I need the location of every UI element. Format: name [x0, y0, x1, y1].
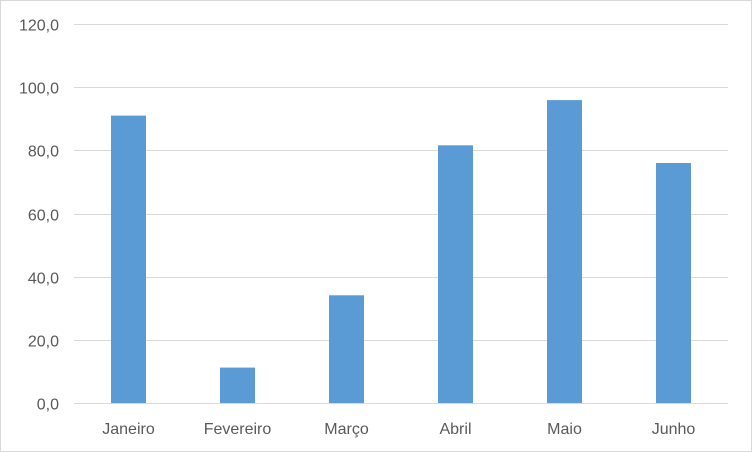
y-axis-tick-labels: 0,0 20,0 40,0 60,0 80,0 100,0 120,0: [19, 18, 59, 414]
x-tick-label: Março: [324, 421, 369, 438]
bar-junho: [656, 163, 691, 403]
bar-março: [329, 295, 364, 403]
x-tick-label: Junho: [652, 421, 696, 438]
x-tick-label: Janeiro: [102, 421, 155, 438]
y-tick-label: 100,0: [19, 81, 59, 98]
x-axis-tick-labels: Janeiro Fevereiro Março Abril Maio Junho: [102, 421, 695, 438]
x-tick-label: Fevereiro: [204, 421, 272, 438]
gridlines: [74, 24, 728, 404]
bar-maio: [547, 100, 582, 403]
y-tick-label: 120,0: [19, 18, 59, 35]
y-tick-label: 40,0: [28, 271, 59, 288]
x-tick-label: Abril: [439, 421, 471, 438]
y-tick-label: 0,0: [37, 397, 59, 414]
bar-fevereiro: [220, 367, 255, 403]
bar-janeiro: [111, 115, 146, 403]
y-tick-label: 20,0: [28, 334, 59, 351]
y-tick-label: 80,0: [28, 144, 59, 161]
bar-abril: [438, 145, 473, 404]
y-tick-label: 60,0: [28, 208, 59, 225]
bars: [111, 100, 691, 404]
x-tick-label: Maio: [547, 421, 582, 438]
